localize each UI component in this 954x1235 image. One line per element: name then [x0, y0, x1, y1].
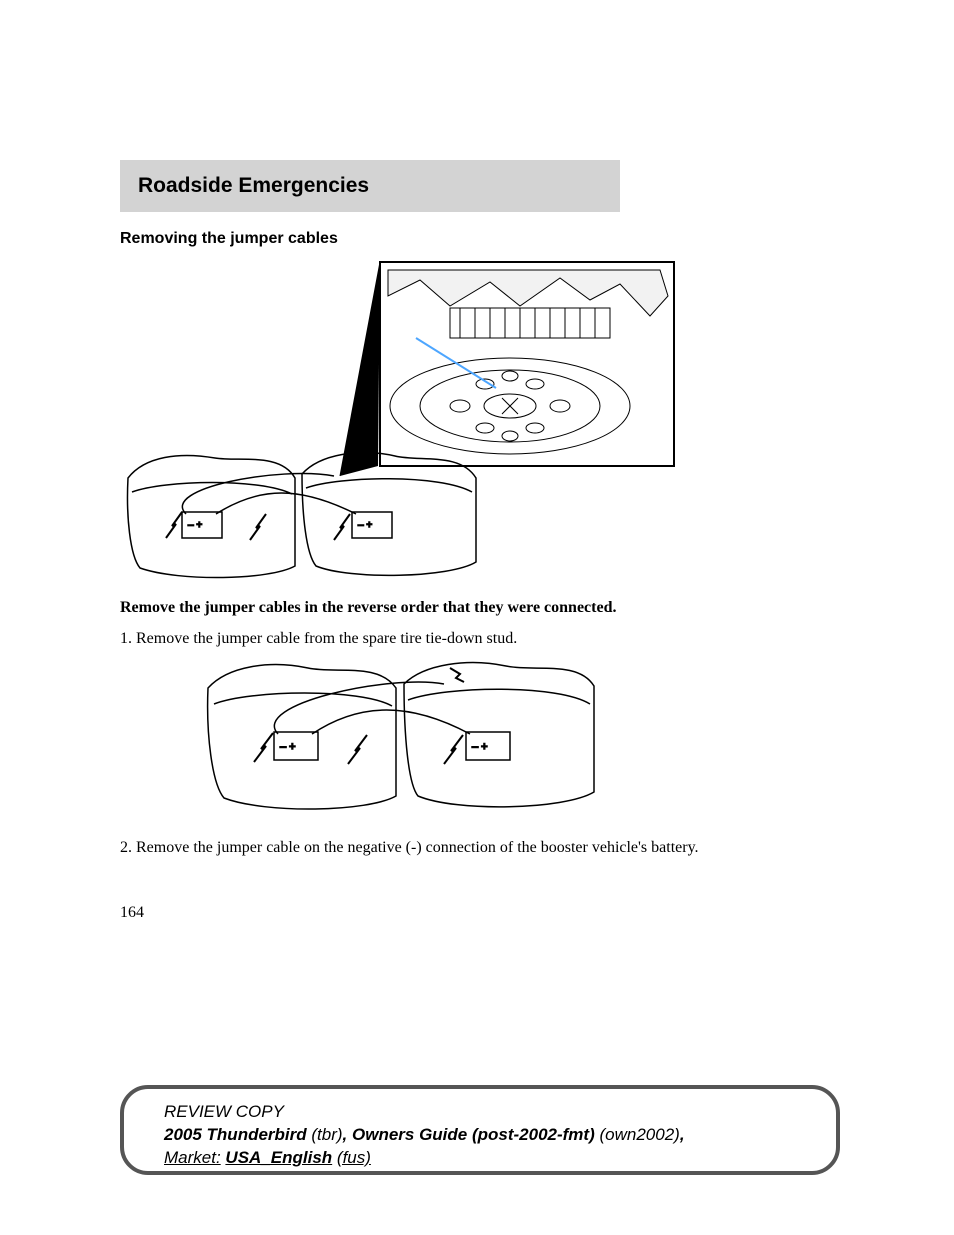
- svg-text:– +: – +: [358, 520, 372, 531]
- footer-guide-code: (own2002): [599, 1125, 679, 1144]
- section-title: Roadside Emergencies: [138, 174, 602, 198]
- footer-market: USA_English: [225, 1148, 332, 1167]
- footer-box: REVIEW COPY 2005 Thunderbird (tbr), Owne…: [120, 1085, 840, 1175]
- footer-review-copy: REVIEW COPY: [164, 1101, 796, 1124]
- footer-guide: , Owners Guide (post-2002-fmt): [343, 1125, 595, 1144]
- step-1-text: 1. Remove the jumper cable from the spar…: [120, 629, 840, 650]
- section-header-bar: Roadside Emergencies: [120, 160, 620, 212]
- footer-model-code: (tbr): [311, 1125, 342, 1144]
- footer-model: 2005 Thunderbird: [164, 1125, 307, 1144]
- svg-text:– +: – +: [472, 741, 488, 753]
- page-content: Roadside Emergencies Removing the jumper…: [120, 160, 840, 922]
- step-2-text: 2. Remove the jumper cable on the negati…: [120, 838, 840, 859]
- footer-market-code: (fus): [337, 1148, 371, 1167]
- svg-text:– +: – +: [280, 741, 296, 753]
- jumper-cables-diagram-with-inset: – + – +: [120, 256, 680, 586]
- page-number: 164: [120, 904, 840, 922]
- footer-model-line: 2005 Thunderbird (tbr), Owners Guide (po…: [164, 1124, 796, 1147]
- jumper-cables-diagram-step1: – + – +: [200, 656, 600, 826]
- subheading: Removing the jumper cables: [120, 230, 840, 248]
- footer-market-label: Market:: [164, 1148, 221, 1167]
- svg-text:– +: – +: [188, 520, 202, 531]
- footer-comma: ,: [680, 1125, 685, 1144]
- footer-market-line: Market: USA_English (fus): [164, 1147, 796, 1170]
- instruction-lead: Remove the jumper cables in the reverse …: [120, 598, 840, 619]
